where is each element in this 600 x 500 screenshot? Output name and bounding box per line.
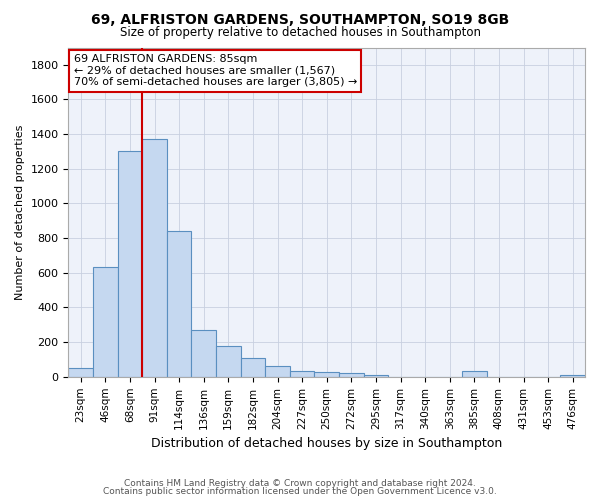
Text: 69 ALFRISTON GARDENS: 85sqm
← 29% of detached houses are smaller (1,567)
70% of : 69 ALFRISTON GARDENS: 85sqm ← 29% of det… [74, 54, 357, 88]
Bar [364, 375, 388, 377]
Text: Size of property relative to detached houses in Southampton: Size of property relative to detached ho… [119, 26, 481, 39]
Bar [216, 346, 241, 377]
Bar [560, 375, 585, 377]
Bar [462, 371, 487, 377]
Bar [167, 231, 191, 377]
X-axis label: Distribution of detached houses by size in Southampton: Distribution of detached houses by size … [151, 437, 502, 450]
Bar [314, 372, 339, 377]
Bar [265, 366, 290, 377]
Bar [93, 267, 118, 377]
Bar [290, 371, 314, 377]
Text: Contains HM Land Registry data © Crown copyright and database right 2024.: Contains HM Land Registry data © Crown c… [124, 478, 476, 488]
Bar [191, 330, 216, 377]
Text: Contains public sector information licensed under the Open Government Licence v3: Contains public sector information licen… [103, 487, 497, 496]
Text: 69, ALFRISTON GARDENS, SOUTHAMPTON, SO19 8GB: 69, ALFRISTON GARDENS, SOUTHAMPTON, SO19… [91, 12, 509, 26]
Bar [118, 152, 142, 377]
Y-axis label: Number of detached properties: Number of detached properties [15, 124, 25, 300]
Bar [339, 374, 364, 377]
Bar [241, 358, 265, 377]
Bar [142, 140, 167, 377]
Bar [68, 368, 93, 377]
